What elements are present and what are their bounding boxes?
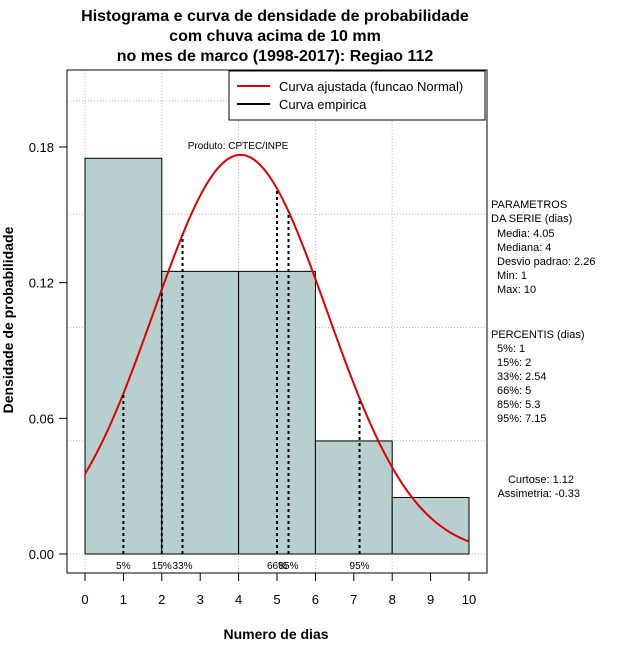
- percentis-line: 66%: 5: [497, 385, 531, 397]
- x-tick-label: 8: [389, 592, 396, 607]
- x-tick-label: 2: [158, 592, 165, 607]
- y-tick-label: 0.06: [29, 411, 54, 426]
- stats-heading-2: DA SERIE (dias): [491, 213, 572, 225]
- x-tick-label: 7: [350, 592, 357, 607]
- stats-line: Desvio padrao: 2.26: [497, 256, 595, 268]
- stats-line: Max: 10: [497, 284, 536, 296]
- percentile-label-5: 5%: [116, 561, 131, 572]
- percentile-lines: 5% 15% 33% 66%85% 95%: [116, 188, 370, 572]
- chart-title-line-2: com chuva acima de 10 mm: [169, 28, 381, 45]
- percentis-panel: PERCENTIS (dias) 5%: 1 15%: 2 33%: 2.54 …: [491, 329, 585, 425]
- histogram-bars: [84, 157, 470, 555]
- legend-label-empirical: Curva empirica: [279, 97, 367, 112]
- stats-line: Mediana: 4: [497, 242, 551, 254]
- x-tick-label: 5: [273, 592, 280, 607]
- percentis-line: 33%: 2.54: [497, 371, 547, 383]
- histogram-bar-0: [84, 157, 163, 555]
- x-axis: 0 1 2 3 4 5 6 7 8 9 10: [81, 572, 476, 607]
- stats-heading-1: PARAMETROS: [491, 199, 567, 211]
- x-tick-label: 10: [462, 592, 476, 607]
- kurtosis-text: Curtose: 1.12: [508, 474, 574, 486]
- percentis-heading: PERCENTIS (dias): [491, 329, 585, 341]
- y-axis: 0.00 0.06 0.12 0.18: [29, 140, 68, 562]
- y-tick-label: 0.18: [29, 140, 54, 155]
- stats-line: Media: 4.05: [497, 228, 554, 240]
- percentile-label-66: 66%: [267, 561, 287, 572]
- stats-panel: PARAMETROS DA SERIE (dias) Media: 4.05 M…: [491, 199, 595, 296]
- x-tick-label: 0: [81, 592, 88, 607]
- x-tick-label: 9: [427, 592, 434, 607]
- percentile-label-95: 95%: [350, 561, 370, 572]
- percentis-line: 95%: 7.15: [497, 413, 547, 425]
- chart-title-line-3: no mes de marco (1998-2017): Regiao 112: [117, 48, 434, 65]
- percentis-line: 15%: 2: [497, 357, 531, 369]
- chart-title-line-1: Histograma e curva de densidade de proba…: [81, 8, 469, 25]
- percentile-label-85: 85%: [279, 561, 299, 572]
- percentile-label-15: 15%: [152, 561, 172, 572]
- x-tick-label: 4: [235, 592, 242, 607]
- product-annotation: Produto: CPTEC/INPE: [188, 141, 289, 152]
- histogram-bar-1: [161, 270, 240, 555]
- legend: Curva ajustada (funcao Normal) Curva emp…: [228, 70, 486, 121]
- histogram-bar-3: [314, 440, 393, 555]
- y-tick-label: 0.12: [29, 276, 54, 291]
- y-axis-title: Densidade de probabilidade: [0, 226, 16, 413]
- legend-label-fit: Curva ajustada (funcao Normal): [279, 79, 463, 94]
- x-tick-label: 6: [312, 592, 319, 607]
- histogram-bar-4: [391, 496, 470, 555]
- normal-curve-layer: [84, 153, 470, 543]
- x-tick-label: 3: [197, 592, 204, 607]
- legend-box: [228, 70, 486, 121]
- x-tick-label: 1: [120, 592, 127, 607]
- percentis-line: 85%: 5.3: [497, 399, 540, 411]
- y-tick-label: 0.00: [29, 547, 54, 562]
- stats-line: Min: 1: [497, 270, 527, 282]
- normal-fit-curve: [84, 153, 470, 543]
- shape-panel: Curtose: 1.12 Assimetria: -0.33: [497, 474, 580, 500]
- skewness-text: Assimetria: -0.33: [497, 488, 580, 500]
- percentis-line: 5%: 1: [497, 343, 525, 355]
- x-axis-title: Numero de dias: [223, 626, 328, 642]
- percentile-label-33: 33%: [173, 561, 193, 572]
